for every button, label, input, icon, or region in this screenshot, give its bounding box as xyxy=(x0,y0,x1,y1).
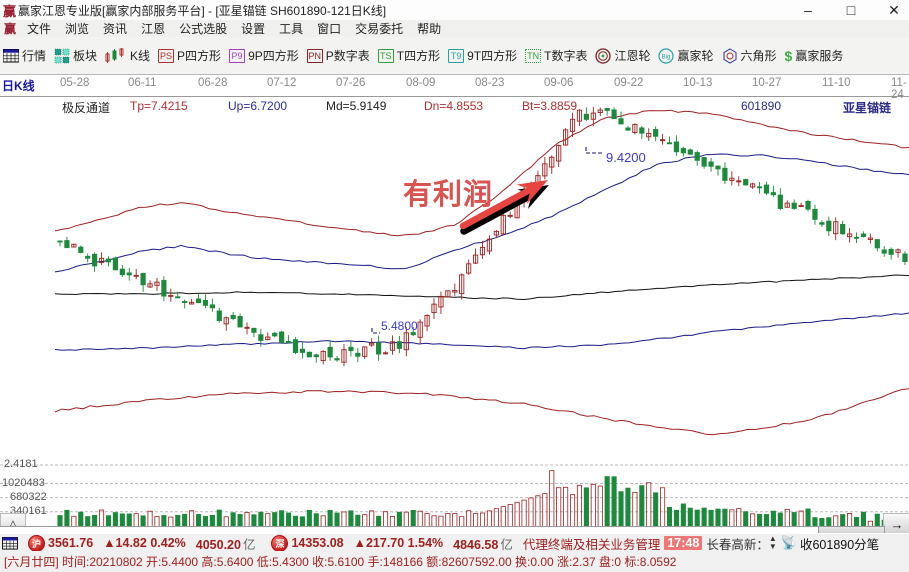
svg-text:9.4200: 9.4200 xyxy=(606,150,646,165)
svg-text:Big: Big xyxy=(662,54,671,60)
svg-text:5.4800: 5.4800 xyxy=(381,319,418,333)
svg-text:有利润: 有利润 xyxy=(403,177,493,211)
